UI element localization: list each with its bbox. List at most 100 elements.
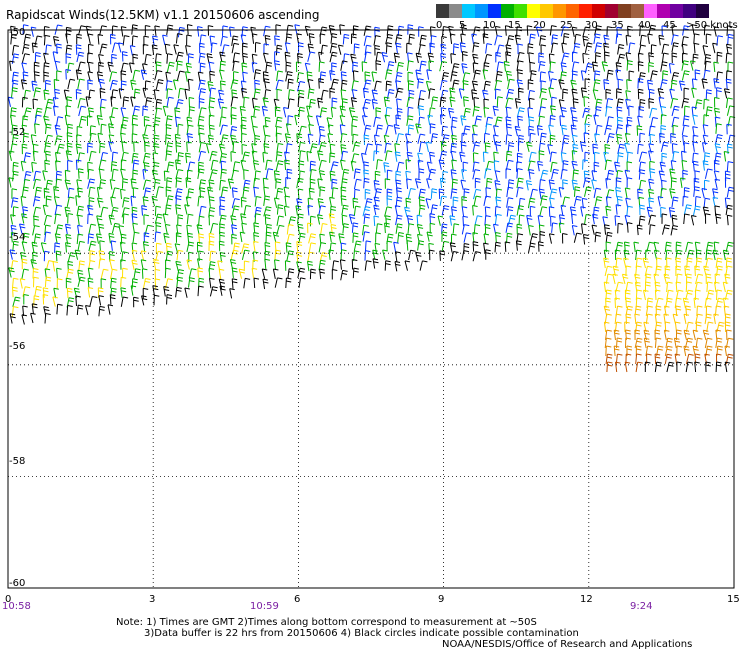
wind-barb [131,35,138,46]
wind-barb [372,249,379,260]
wind-barb [373,204,380,216]
wind-barb [309,178,316,190]
wind-barb [375,143,382,155]
colorbar-swatch [475,4,488,18]
wind-barb [712,249,719,261]
wind-barb [681,70,690,81]
wind-barb [381,52,388,63]
wind-barb [218,268,225,280]
wind-barb [143,232,150,243]
wind-barb [561,42,567,54]
wind-barb [87,71,93,82]
wind-barb [459,42,466,53]
wind-barb [551,222,558,233]
wind-barb [274,249,281,261]
wind-barb [704,54,711,65]
wind-barb [635,353,642,365]
wind-barb [208,114,215,126]
wind-barb [386,188,393,199]
wind-barb [548,206,555,217]
wind-barb [570,107,577,118]
wind-barb [682,25,690,36]
wind-barb [66,96,73,107]
wind-barb [327,133,333,144]
wind-barb [45,150,51,162]
wind-barb [87,287,94,298]
wind-barb [298,42,304,53]
wind-barb [186,259,192,270]
wind-barb [263,78,270,89]
wind-barb [219,214,227,226]
wind-barb [603,321,610,333]
wind-barb [386,169,393,181]
wind-barb [298,160,305,171]
wind-barb [154,231,161,242]
wind-barb [230,106,237,118]
wind-barb [240,196,247,208]
wind-barb [164,223,171,235]
wind-barb [320,89,329,101]
wind-barb [175,33,183,44]
wind-barb [386,195,393,206]
wind-barb [663,329,670,341]
wind-barb [109,259,115,270]
wind-barb [580,70,587,81]
wind-barb [463,232,472,243]
wind-barb [131,213,138,224]
wind-barb [474,115,482,126]
wind-barb [110,268,118,280]
time-label: 10:58 [2,601,31,612]
wind-barb [219,285,226,296]
wind-barb [351,33,357,44]
wind-barb [395,223,403,234]
wind-barb [34,114,42,125]
wind-barb [363,35,372,46]
wind-barb [384,142,392,154]
wind-barb [616,133,623,145]
wind-barb [198,150,206,162]
wind-barb [419,60,427,72]
wind-barb [111,151,119,163]
wind-barb [659,79,668,90]
wind-barb [263,52,269,63]
wind-barb [727,61,734,73]
wind-barb [121,51,128,62]
wind-barb [132,69,141,81]
wind-barb [45,79,51,91]
wind-barb [341,204,349,216]
wind-barb [625,90,631,101]
wind-barb [417,159,424,171]
wind-barb [593,79,601,90]
wind-barb [514,125,521,137]
wind-barb [175,188,183,199]
wind-barb [448,107,455,119]
wind-barb [142,169,148,180]
wind-barb [671,116,680,128]
wind-barb [109,71,117,82]
wind-barb [56,278,63,289]
wind-barb [108,123,115,134]
wind-barb [66,305,73,316]
colorbar-swatch [501,4,514,18]
wind-barb [484,215,491,226]
wind-barb [693,42,700,54]
wind-barb [472,141,481,152]
wind-barb [472,169,481,180]
wind-barb [185,152,191,164]
wind-barb [461,132,468,144]
wind-barb [99,88,106,99]
wind-barb [100,123,107,135]
wind-barb [263,25,271,37]
wind-barb [683,142,690,153]
wind-barb [274,277,283,288]
wind-barb [42,287,49,298]
wind-barb [283,107,289,118]
wind-barb [352,133,359,145]
wind-barb [10,232,17,243]
wind-barb [10,143,18,154]
wind-barb [263,143,270,154]
wind-barb [164,267,171,279]
wind-barb [725,204,733,216]
wind-barb [561,124,568,136]
wind-barb [107,61,114,73]
